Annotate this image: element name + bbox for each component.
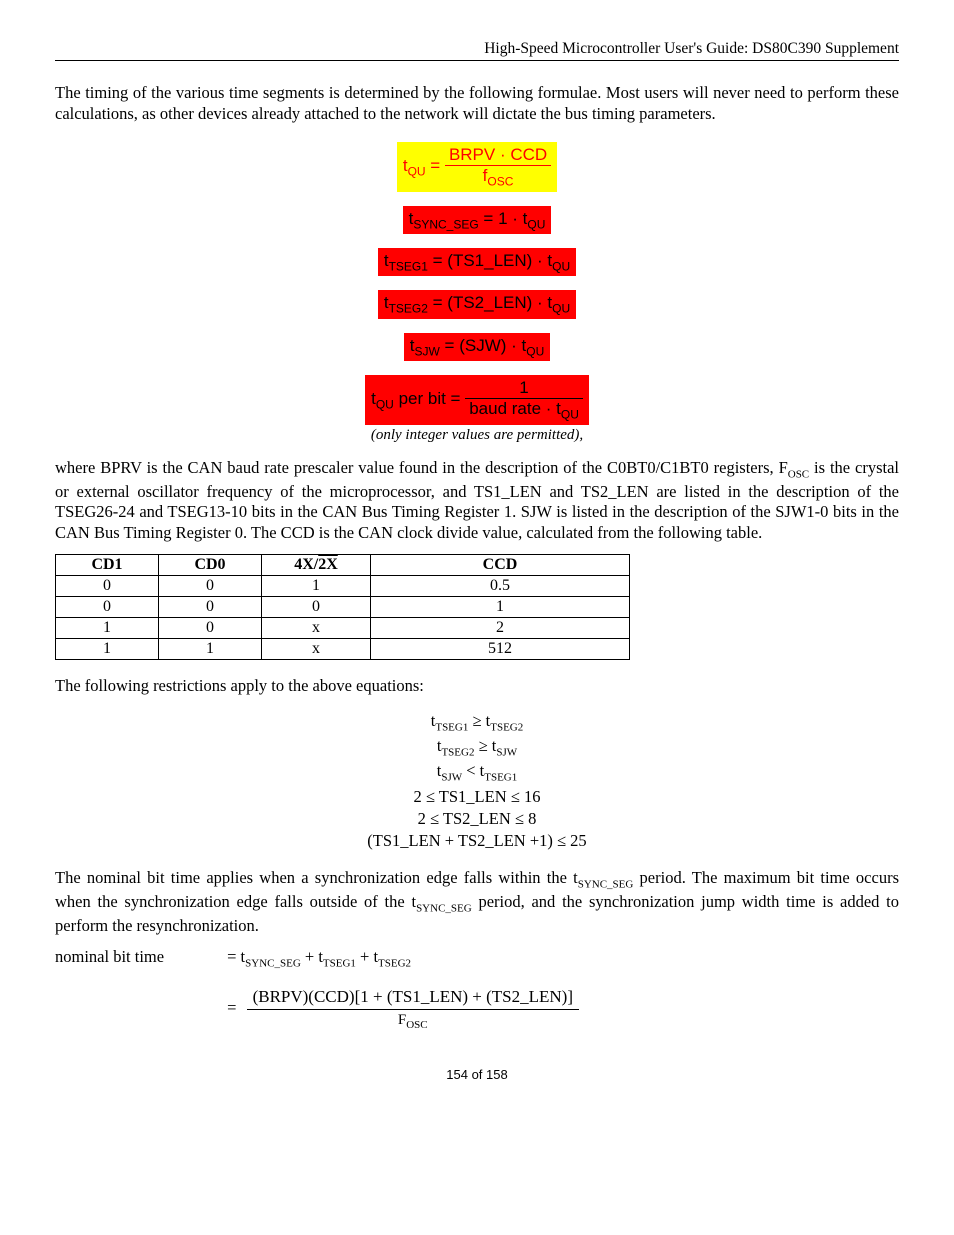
- formula-tsync: tSYNC_SEG = 1 · tQU: [403, 206, 552, 234]
- ccd-table: CD1CD04X/2XCCD0010.5000110x211x512: [55, 554, 630, 660]
- eq1-rhs: = tSYNC_SEG + tTSEG1 + tTSEG2: [227, 947, 411, 966]
- eq-label: nominal bit time: [55, 947, 223, 967]
- nominal-bit-time-eq2: = (BRPV)(CCD)[1 + (TS1_LEN) + (TS2_LEN)]…: [55, 987, 899, 1031]
- intro-paragraph: The timing of the various time segments …: [55, 83, 899, 124]
- formula-tqu-per-bit: tQU per bit = 1baud rate · tQU: [365, 375, 589, 424]
- eq2-rhs: = (BRPV)(CCD)[1 + (TS1_LEN) + (TS2_LEN)]…: [227, 998, 579, 1017]
- formula-ttseg2: tTSEG2 = (TS2_LEN) · tQU: [378, 290, 576, 318]
- bit-time-paragraph: The nominal bit time applies when a sync…: [55, 868, 899, 937]
- header-text: High-Speed Microcontroller User's Guide:…: [55, 40, 899, 58]
- formula-block: tQU = BRPV · CCDfOSC tSYNC_SEG = 1 · tQU…: [55, 142, 899, 424]
- formula-ttseg1: tTSEG1 = (TS1_LEN) · tQU: [378, 248, 576, 276]
- formula-tsjw: tSJW = (SJW) · tQU: [404, 333, 551, 361]
- page-header: High-Speed Microcontroller User's Guide:…: [55, 40, 899, 61]
- page-footer: 154 of 158: [55, 1067, 899, 1082]
- restrictions-intro: The following restrictions apply to the …: [55, 676, 899, 697]
- description-paragraph: where BPRV is the CAN baud rate prescale…: [55, 458, 899, 544]
- nominal-bit-time-eq1: nominal bit time = tSYNC_SEG + tTSEG1 + …: [55, 947, 899, 969]
- restrictions-list: tTSEG1 ≥ tTSEG2tTSEG2 ≥ tSJWtSJW < tTSEG…: [55, 710, 899, 852]
- formula-caption: (only integer values are permitted),: [55, 427, 899, 444]
- formula-tqu: tQU = BRPV · CCDfOSC: [397, 142, 557, 191]
